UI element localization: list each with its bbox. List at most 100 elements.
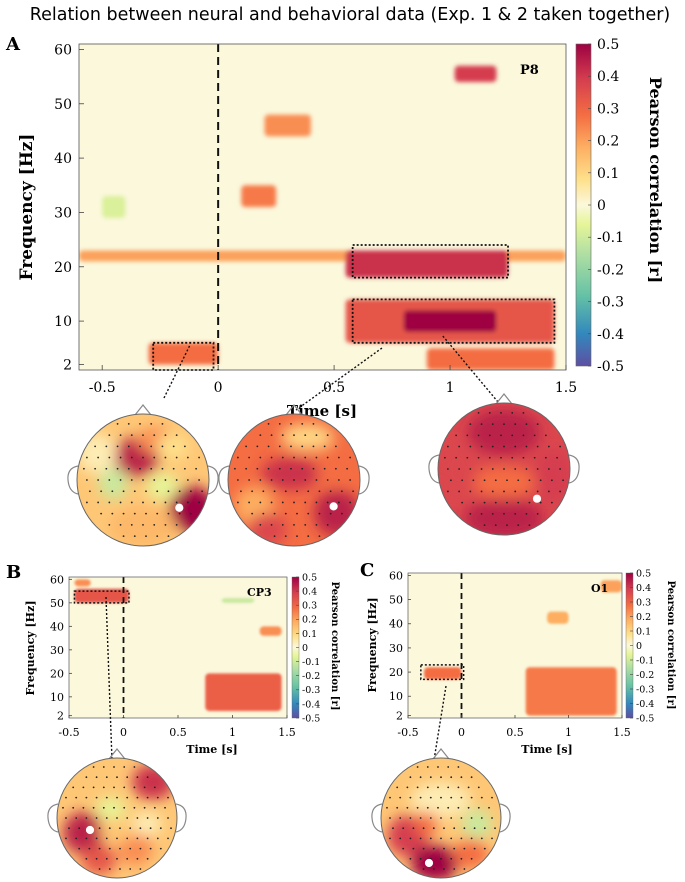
topomap-b-connector: [105, 596, 113, 761]
panel-b-y-tick-label: 2: [57, 710, 64, 723]
panel-a-letter: A: [5, 34, 21, 55]
panel-c-cluster-2: [547, 611, 569, 624]
panel-b-x-tick-label: 0.5: [169, 726, 187, 739]
panel-c-cluster-3: [600, 580, 622, 593]
panel-c-y-tick-label: 30: [389, 642, 403, 655]
panel-b-x-tick-label: 0: [120, 726, 127, 739]
topomap-a-1-electrodes: [83, 423, 204, 537]
topomap-a-3-outline: [437, 402, 571, 536]
panel-b-x-tick-label: -0.5: [58, 726, 79, 739]
topomap-c-left-ear: [371, 803, 383, 833]
panel-b-colorbar-tick-label: -0.3: [302, 685, 320, 696]
panel-a-colorbar-tick-label: 0.5: [597, 37, 619, 53]
panel-c-cluster-0: [424, 667, 462, 680]
panel-b-y-tick-label: 10: [50, 691, 64, 704]
topomap-b: [47, 596, 187, 879]
panel-a-heatmap: [79, 65, 566, 370]
panel-c-y-tick-label: 10: [389, 690, 403, 703]
panel-c-y-tick-label: 60: [389, 569, 403, 582]
topomap-c-blob: [462, 809, 492, 839]
panel-c-colorbar-ticks: 0.5 0.4 0.3 0.2 0.1 0 -0.1 -0.2 -0.3 -0.4 -0.5: [630, 568, 654, 724]
panel-a-colorbar-label: Pearson correlation [r]: [646, 77, 665, 283]
panel-a-x-tick-label: 1.5: [555, 380, 577, 396]
panel-b-cluster-1: [74, 579, 91, 587]
topomap-b-nose: [108, 748, 126, 760]
panel-a-x-tick-label: 1: [446, 380, 455, 396]
topomap-a-1-left-ear: [67, 465, 79, 495]
panel-c-cluster-1: [525, 667, 617, 716]
panel-b-x-label: Time [s]: [186, 743, 237, 756]
panel-b-heatmap: [74, 579, 282, 711]
topomap-b-blob: [63, 812, 105, 854]
panel-b-y-tick-label: 50: [50, 597, 64, 610]
panel-c-x-tick-label: 1: [565, 726, 572, 739]
topomap-b-blob: [96, 797, 126, 821]
panel-b-y-tick-label: 40: [50, 620, 64, 633]
panel-c-x-tick-label: 0.5: [506, 726, 524, 739]
topomap-c-blob: [411, 845, 459, 878]
panel-b-colorbar-tick-label: 0.5: [302, 572, 317, 583]
topomap-a-2-outline: [227, 413, 361, 547]
topomap-b-left-ear: [47, 803, 59, 833]
topomap-a-2-electrode-marker: [329, 502, 338, 511]
topomap-a-1-connector: [163, 344, 191, 399]
panel-b-colorbar-tick-label: -0.2: [302, 671, 320, 682]
topomap-a-3-blob: [471, 465, 537, 499]
panel-c-colorbar-tick-label: 0.5: [636, 568, 651, 579]
panel-a-y-tick-label: 40: [54, 151, 72, 167]
panel-a-y-ticks: 2 10 20 30 40 50 60: [54, 42, 84, 374]
topomap-a-3-blob: [464, 498, 544, 535]
topomap-a-1-electrode-marker: [175, 503, 184, 512]
topomap-b-electrodes: [62, 766, 172, 870]
panel-c-x-tick-label: 0: [458, 726, 465, 739]
panel-a-colorbar-tick-label: 0.3: [597, 101, 619, 117]
panel-b-x-tick-label: 1.5: [278, 726, 296, 739]
topomap-c: [371, 685, 511, 879]
topomap-a-3-nose: [495, 393, 513, 405]
topomap-a-2-blob: [313, 489, 360, 537]
figure-title: Relation between neural and behavioral d…: [30, 5, 671, 25]
panel-a-y-label: Frequency [Hz]: [17, 134, 37, 281]
panel-c-y-tick-label: 50: [389, 594, 403, 607]
topomap-a-1-nose: [134, 404, 152, 416]
panel-a-y-tick-label: 20: [54, 260, 72, 276]
topomap-a-2-blob: [317, 447, 351, 487]
topomap-a-3: [428, 334, 580, 536]
panel-b-y-tick-label: 20: [50, 667, 64, 680]
panel-c-colorbar-tick-label: -0.1: [636, 655, 654, 666]
topomap-b-outline: [56, 757, 178, 879]
panel-a-cluster-8: [241, 185, 277, 207]
panel-b-colorbar-tick-label: 0.4: [302, 587, 317, 598]
panel-b: B CP3 -0.5 0 0.5 1 1.5 2 10 20 30 40 50 60 Time [s…: [6, 562, 340, 756]
panel-a-cluster-9: [102, 196, 126, 218]
panel-c: C O1 -0.5 0 0.5 1 1.5 2 10 20 30 40 50 60 Time [s]…: [360, 560, 676, 756]
panel-a-cluster-1: [345, 250, 509, 278]
panel-c-y-label: Frequency [Hz]: [366, 597, 379, 692]
topomap-a-3-electrode-marker: [532, 494, 542, 503]
panel-a-colorbar-tick-label: -0.5: [597, 359, 624, 375]
topomap-a-3-connector: [441, 334, 499, 403]
panel-c-x-tick-label: -0.5: [397, 726, 418, 739]
topomap-c-connector: [433, 685, 447, 761]
panel-b-cluster-3: [259, 626, 282, 636]
panel-c-highlight-box-0: [420, 664, 465, 681]
panel-c-y-tick-label: 40: [389, 618, 403, 631]
panel-c-colorbar-tick-label: 0.3: [636, 597, 651, 608]
panel-bc-topomaps: [47, 596, 511, 879]
panel-c-colorbar-tick-label: -0.3: [636, 684, 654, 695]
panel-a-colorbar-tick-label: -0.2: [597, 262, 624, 278]
panel-c-y-tick-label: 20: [389, 666, 403, 679]
topomap-b-blob: [132, 812, 162, 836]
panel-c-colorbar-tick-label: -0.4: [636, 699, 654, 710]
panel-c-channel-label: O1: [591, 582, 608, 595]
topomap-a-1-blob: [98, 466, 128, 500]
panel-a-highlight-box-2: [351, 298, 556, 344]
panel-b-colorbar-ticks: 0.5 0.4 0.3 0.2 0.1 0 -0.1 -0.2 -0.3 -0.4 -0.5: [296, 572, 320, 724]
panel-a-y-tick-label: 60: [54, 42, 72, 58]
panel-a-colorbar-tick-label: 0.4: [597, 69, 619, 85]
panel-a-colorbar-tick-label: -0.1: [597, 230, 624, 246]
panel-a-cluster-7: [264, 114, 311, 137]
panel-a-colorbar-tick-label: 0: [597, 198, 606, 214]
